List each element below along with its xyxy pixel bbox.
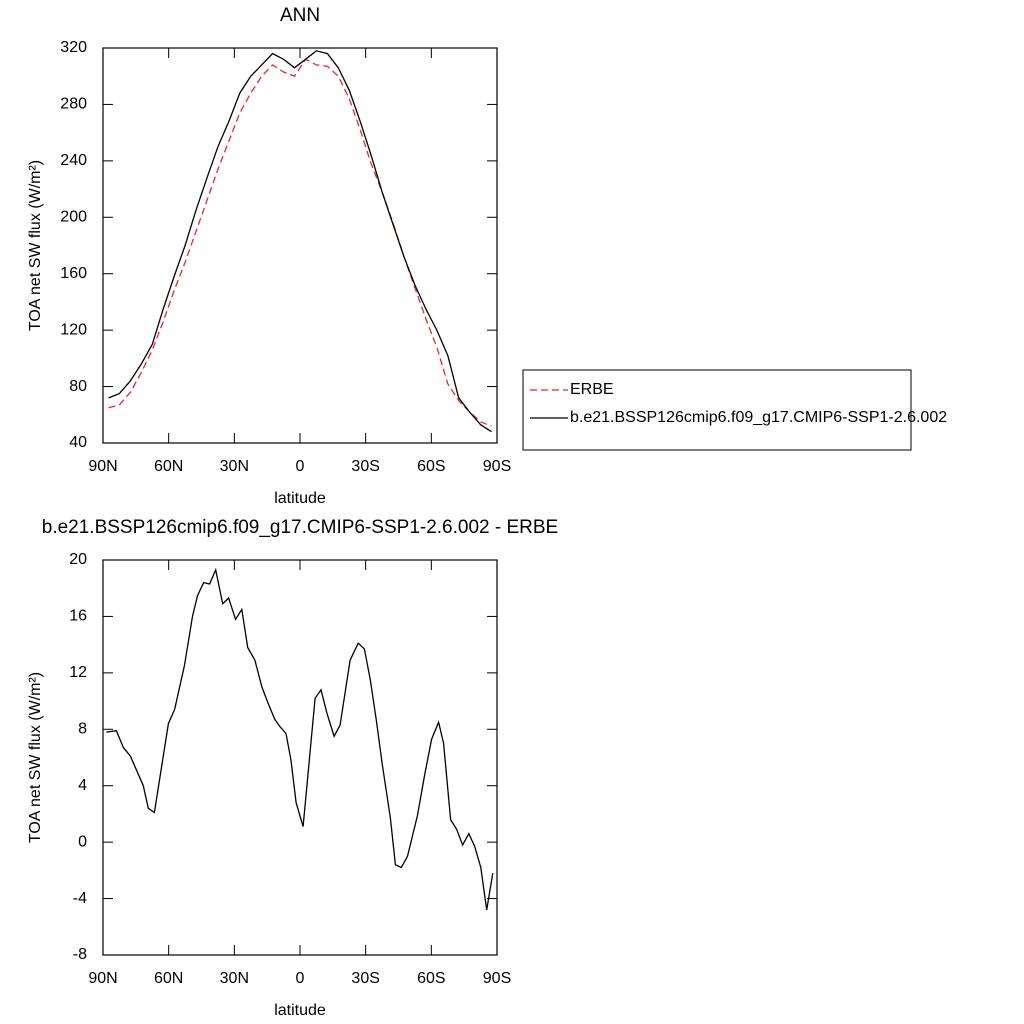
y-tick-label: 200 bbox=[60, 209, 87, 226]
x-axis-label: latitude bbox=[274, 1002, 326, 1019]
legend-label: b.e21.BSSP126cmip6.f09_g17.CMIP6-SSP1-2.… bbox=[570, 409, 947, 426]
y-tick-label: 80 bbox=[69, 378, 87, 395]
x-tick-label: 30S bbox=[351, 970, 379, 987]
plot-frame bbox=[102, 559, 498, 956]
x-tick-label: 30S bbox=[351, 458, 379, 475]
x-tick-label: 60S bbox=[417, 970, 445, 987]
legend-box bbox=[522, 369, 912, 451]
data-line bbox=[106, 567, 494, 911]
x-tick-label: 60N bbox=[154, 458, 183, 475]
y-tick-label: -4 bbox=[73, 890, 87, 907]
y-tick-label: 240 bbox=[60, 152, 87, 169]
data-line bbox=[108, 58, 492, 427]
x-tick-label: 30N bbox=[220, 458, 249, 475]
x-tick-label: 90S bbox=[483, 970, 511, 987]
y-tick-label: 320 bbox=[60, 39, 87, 56]
y-tick-label: 4 bbox=[78, 777, 87, 794]
x-tick-label: 30N bbox=[220, 970, 249, 987]
x-tick-label: 60N bbox=[154, 970, 183, 987]
y-axis-label: TOA net SW flux (W/m²) bbox=[27, 160, 44, 331]
y-tick-label: 0 bbox=[78, 833, 87, 850]
chart-title: ANN bbox=[280, 5, 320, 26]
y-tick-label: 16 bbox=[69, 608, 87, 625]
y-tick-label: 40 bbox=[69, 434, 87, 451]
legend-label: ERBE bbox=[570, 381, 614, 398]
y-tick-label: -8 bbox=[73, 946, 87, 963]
x-tick-label: 0 bbox=[296, 458, 305, 475]
y-tick-label: 12 bbox=[69, 664, 87, 681]
x-tick-label: 90N bbox=[88, 458, 117, 475]
y-tick-label: 280 bbox=[60, 96, 87, 113]
data-line bbox=[108, 50, 492, 433]
y-tick-label: 20 bbox=[69, 551, 87, 568]
chart-title: b.e21.BSSP126cmip6.f09_g17.CMIP6-SSP1-2.… bbox=[42, 517, 558, 538]
x-axis-label: latitude bbox=[274, 490, 326, 507]
y-tick-label: 8 bbox=[78, 721, 87, 738]
x-tick-label: 0 bbox=[296, 970, 305, 987]
x-tick-label: 90S bbox=[483, 458, 511, 475]
x-tick-label: 90N bbox=[88, 970, 117, 987]
y-tick-label: 160 bbox=[60, 265, 87, 282]
plot-frame bbox=[102, 47, 498, 444]
y-tick-label: 120 bbox=[60, 321, 87, 338]
x-tick-label: 60S bbox=[417, 458, 445, 475]
y-axis-label: TOA net SW flux (W/m²) bbox=[27, 672, 44, 843]
